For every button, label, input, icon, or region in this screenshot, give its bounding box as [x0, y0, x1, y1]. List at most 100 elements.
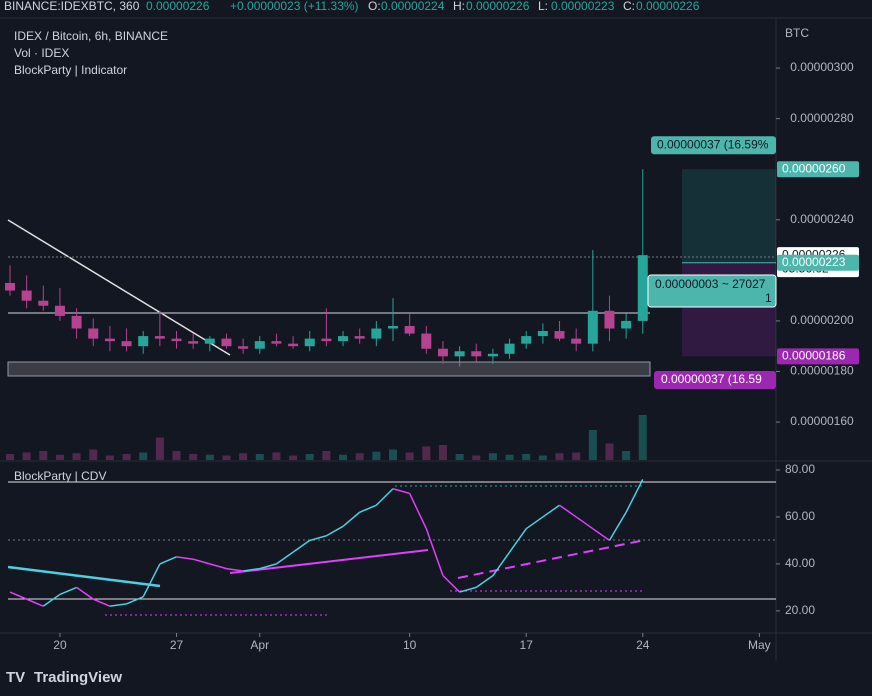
candle-body [54, 305, 65, 316]
cdv-segment [425, 528, 444, 576]
volume-bar [355, 453, 364, 460]
candle-body [104, 338, 115, 342]
ohlc-value: 0.00000226 [636, 0, 700, 13]
ohlc-value: 0.00000223 [551, 0, 615, 13]
cdv-segment [342, 511, 361, 527]
cdv-segment [209, 563, 227, 570]
volume-bar [39, 451, 48, 460]
volume-bar [572, 452, 581, 460]
candle-body [437, 348, 448, 357]
volume-bar [155, 437, 164, 460]
candle-body [471, 351, 482, 357]
cdv-trend [229, 549, 429, 574]
candle-body [304, 338, 315, 347]
logo: TV [6, 669, 25, 686]
cdv-segment [459, 586, 477, 593]
y-tick-label: 0.00000200 [790, 313, 854, 327]
ohlc-label: H: [453, 0, 465, 13]
volume-bar [305, 454, 314, 460]
candle-body [487, 353, 498, 357]
candle-body [88, 328, 99, 339]
y-axis-label: BTC [785, 26, 809, 40]
indicator-title: BlockParty | CDV [14, 469, 106, 483]
volume-bar [372, 451, 381, 460]
cdv-segment [525, 516, 544, 530]
volume-bar [488, 453, 497, 460]
volume-bar [22, 452, 31, 460]
cdv-segment [326, 525, 344, 537]
cdv-segment [475, 575, 494, 588]
candle-body [587, 310, 598, 344]
volume-bar [605, 443, 614, 460]
volume-bar [588, 430, 597, 460]
candle-body [38, 300, 49, 306]
annotation: 0.00000003 ~ 27027 [655, 277, 766, 291]
volume-bar [255, 454, 264, 460]
subtitle: BlockParty | Indicator [14, 63, 127, 77]
candle-body [121, 341, 132, 347]
cdv-segment [259, 563, 277, 570]
subtitle: Vol · IDEX [14, 46, 69, 60]
cdv-segment [442, 575, 461, 593]
candle-body [604, 310, 615, 329]
volume-bar [505, 454, 514, 460]
price-label-box [777, 348, 859, 365]
volume-bar [322, 451, 331, 460]
last-price: 0.00000226 [146, 0, 210, 13]
volume-bar [388, 449, 397, 460]
y-tick-label: 0.00000280 [790, 111, 854, 125]
price-label: 0.00000260 [782, 161, 846, 175]
candle-body [554, 331, 565, 339]
candle-body [254, 341, 265, 349]
volume-bar [472, 455, 481, 460]
cdv-segment [226, 567, 244, 572]
volume-bar [339, 454, 348, 460]
ohlc-label: L: [538, 0, 548, 13]
cdv-segment [392, 488, 410, 495]
candle-body [454, 351, 465, 357]
candle-body [71, 315, 82, 329]
price-label-box [777, 254, 859, 271]
candle-body [21, 290, 32, 301]
cdv-segment [92, 598, 111, 607]
x-tick-label: 10 [403, 638, 417, 652]
candle-body [637, 255, 648, 321]
volume-bar [239, 453, 248, 460]
annotation: 1 [765, 291, 772, 305]
cdv-segment [176, 556, 194, 560]
volume-bar [555, 453, 564, 460]
cdv-segment [492, 551, 511, 577]
chart-title: IDEX / Bitcoin, 6h, BINANCE [14, 29, 168, 43]
annotation: 0.00000037 (16.59 [661, 372, 762, 386]
candle-body [238, 346, 249, 349]
candle-body [571, 338, 582, 344]
candle-body [271, 341, 282, 344]
cdv-segment [26, 598, 44, 607]
y-tick-label: 20.00 [785, 603, 815, 617]
candle-body [138, 336, 149, 347]
cdv-trend [7, 565, 161, 588]
cdv-segment [625, 479, 644, 513]
volume-bar [522, 454, 531, 460]
volume-bar [538, 455, 547, 460]
candle-body [154, 336, 165, 339]
cdv-segment [109, 603, 127, 607]
candle-body [537, 331, 548, 337]
trend-line [7, 219, 231, 356]
candle-body [288, 343, 299, 347]
price-label-box [777, 161, 859, 178]
cdv-segment [126, 596, 144, 605]
candle-body [171, 338, 182, 342]
volume-bar [205, 454, 214, 460]
y-tick-label: 0.00000240 [790, 212, 854, 226]
annotation-box [647, 274, 777, 308]
cdv-segment [309, 535, 327, 542]
volume-bar [72, 453, 81, 460]
cdv-segment [243, 567, 260, 572]
volume-bar [638, 415, 647, 460]
cdv-segment [375, 488, 394, 506]
ohlc-label: C: [623, 0, 635, 13]
candle-body [354, 336, 365, 339]
volume-bar [89, 449, 98, 460]
volume-bar [189, 454, 198, 460]
